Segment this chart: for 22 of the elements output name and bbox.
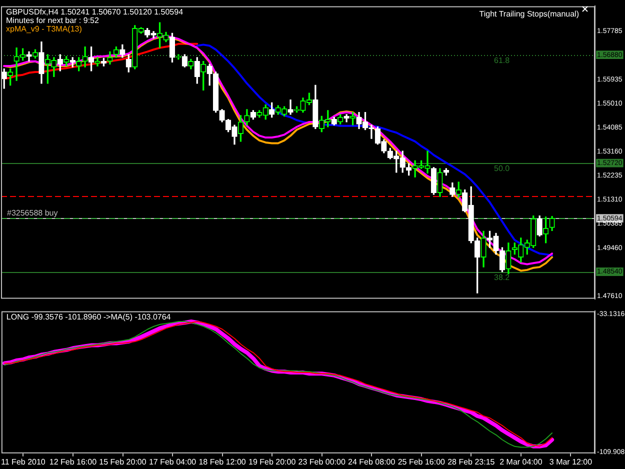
- annotation: Tight Trailing Stops(manual): [479, 9, 580, 18]
- x-tick-label: 11 Feb 2010: [1, 457, 46, 466]
- candlestick: [288, 100, 294, 115]
- x-tick-label: 25 Feb 16:00: [398, 457, 446, 466]
- chart-title: LONG -99.3576 -101.8960 ->MA(5) -103.0764: [6, 312, 172, 322]
- x-tick-label: 15 Feb 20:00: [99, 457, 147, 466]
- x-tick-label: 3 Mar 12:00: [549, 457, 593, 466]
- x-tick-label: 2 Mar 04:00: [500, 457, 543, 466]
- text: xpMA_v9 - T3MA(13): [6, 24, 82, 34]
- chart-title: GBPUSDfx,H4 1.50241 1.50670 1.50120 1.50594: [6, 7, 184, 16]
- annotation: 38.2: [494, 272, 510, 282]
- x-tick-label: 12 Feb 16:00: [49, 457, 98, 466]
- x-tick-label: 24 Feb 08:00: [348, 457, 396, 466]
- x-tick-label: 23 Feb 00:00: [298, 457, 346, 466]
- annotation: 61.8: [494, 56, 510, 66]
- x-tick-label: 17 Feb 04:00: [148, 457, 197, 466]
- annotation: 50.0: [494, 164, 510, 174]
- x-tick-label: 18 Feb 12:00: [198, 457, 246, 466]
- x-tick-label: 19 Feb 20:00: [248, 457, 296, 466]
- ref-line-label: #3256588 buy: [7, 208, 58, 218]
- annotation: Minutes for next bar : 9:52: [6, 16, 100, 25]
- x-tick-label: 28 Feb 23:15: [448, 457, 496, 466]
